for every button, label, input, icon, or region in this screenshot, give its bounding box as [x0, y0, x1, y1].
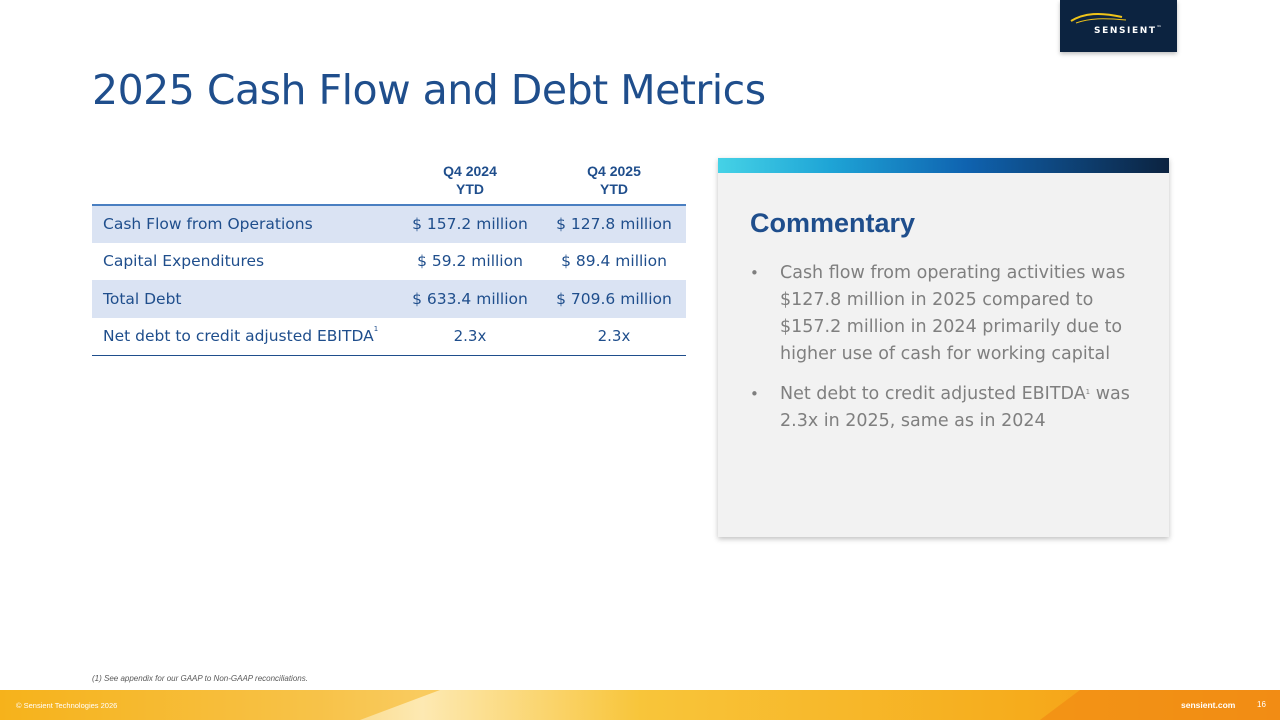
table-row: Total Debt $ 633.4 million $ 709.6 milli…: [92, 280, 686, 318]
table-row: Cash Flow from Operations $ 157.2 millio…: [92, 205, 686, 243]
value-2024: 2.3x: [398, 317, 542, 356]
bullet-icon: •: [750, 264, 759, 282]
sensient-logo: SENSIENT™: [1060, 0, 1177, 52]
value-2025: $ 709.6 million: [542, 280, 686, 318]
commentary-list: • Cash flow from operating activities wa…: [750, 260, 1140, 448]
column-header-q4-2025: Q4 2025 YTD: [542, 160, 686, 206]
list-item: • Cash flow from operating activities wa…: [750, 260, 1140, 368]
footnote: (1) See appendix for our GAAP to Non-GAA…: [92, 674, 308, 683]
header-empty-cell: [92, 160, 398, 206]
footer-background: [0, 690, 1280, 720]
value-2025: 2.3x: [542, 317, 686, 356]
footnote-marker: 1: [1085, 388, 1091, 396]
commentary-title: Commentary: [750, 208, 916, 238]
value-2024: $ 59.2 million: [417, 252, 523, 271]
page-title: 2025 Cash Flow and Debt Metrics: [92, 66, 766, 114]
value-2024: $ 633.4 million: [398, 280, 542, 318]
metrics-table: Q4 2024 YTD Q4 2025 YTD Cash Flow from Ope…: [92, 160, 686, 356]
footer-bar: © Sensient Technologies 2026 sensient.co…: [0, 690, 1280, 720]
row-label: Capital Expenditures: [103, 252, 265, 271]
commentary-panel: Commentary • Cash flow from operating ac…: [718, 158, 1169, 537]
table-header-row: Q4 2024 YTD Q4 2025 YTD: [92, 160, 686, 206]
row-label: Net debt to credit adjusted EBITDA1: [92, 317, 398, 356]
website-link[interactable]: sensient.com: [1181, 700, 1236, 710]
table-row: Capital Expenditures $ 59.2 million $ 89…: [92, 243, 686, 281]
page-number: 16: [1257, 700, 1266, 709]
row-label: Cash Flow from Operations: [92, 205, 398, 243]
panel-accent-bar: [718, 158, 1169, 173]
footnote-marker: 1: [373, 325, 379, 333]
column-header-q4-2024: Q4 2024 YTD: [398, 160, 542, 206]
value-2024: $ 157.2 million: [398, 205, 542, 243]
value-2025: $ 127.8 million: [542, 205, 686, 243]
value-2025: $ 89.4 million: [561, 252, 667, 271]
bullet-icon: •: [750, 385, 759, 403]
swoosh-icon: [1070, 12, 1127, 24]
logo-wordmark: SENSIENT™: [1094, 25, 1164, 36]
row-label: Total Debt: [92, 280, 398, 318]
table-row: Net debt to credit adjusted EBITDA1 2.3x…: [92, 317, 686, 356]
copyright-text: © Sensient Technologies 2026: [16, 701, 118, 710]
list-item: • Net debt to credit adjusted EBITDA1 wa…: [750, 381, 1140, 435]
